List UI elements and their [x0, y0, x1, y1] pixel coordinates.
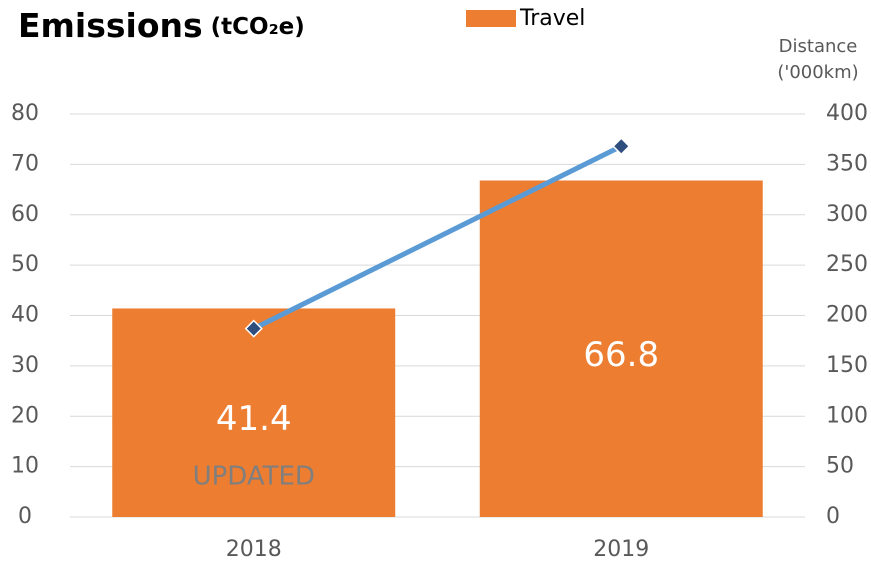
y2-tick-label: 200: [826, 303, 868, 328]
legend-swatch: [466, 10, 516, 27]
y2-tick-label: 50: [826, 454, 854, 479]
y-tick-label: 0: [18, 504, 32, 529]
line: [252, 144, 623, 331]
y2-tick-label: 100: [826, 403, 868, 428]
title-unit: (tCO₂e): [211, 14, 305, 40]
data-label: 41.4: [216, 399, 292, 439]
legend-label: Travel: [519, 6, 585, 31]
y2-axis-label: ('000km): [777, 62, 858, 83]
y-tick-label: 50: [11, 252, 39, 277]
y-tick-label: 40: [11, 303, 39, 328]
bar: [112, 308, 396, 517]
title-text: Emissions: [18, 6, 203, 45]
y-tick-label: 70: [11, 151, 39, 176]
chart-title: Emissions (tCO₂e): [18, 6, 305, 45]
y2-tick-label: 250: [826, 252, 868, 277]
x-tick-label: 2019: [593, 537, 649, 562]
y-tick-label: 20: [11, 403, 39, 428]
y-tick-label: 30: [11, 353, 39, 378]
y-tick-label: 80: [11, 101, 39, 126]
y2-tick-label: 350: [826, 151, 868, 176]
x-tick-label: 2018: [226, 537, 282, 562]
line-marker: [244, 319, 263, 338]
annotation: UPDATED: [193, 462, 315, 492]
y2-tick-label: 300: [826, 202, 868, 227]
y2-tick-label: 0: [826, 504, 840, 529]
data-label: 66.8: [583, 335, 659, 375]
y-tick-label: 10: [11, 454, 39, 479]
y2-axis-label: Distance: [779, 36, 858, 57]
line-marker: [612, 137, 631, 156]
y-tick-label: 60: [11, 202, 39, 227]
bar: [479, 180, 763, 517]
y2-tick-label: 150: [826, 353, 868, 378]
y2-tick-label: 400: [826, 101, 868, 126]
